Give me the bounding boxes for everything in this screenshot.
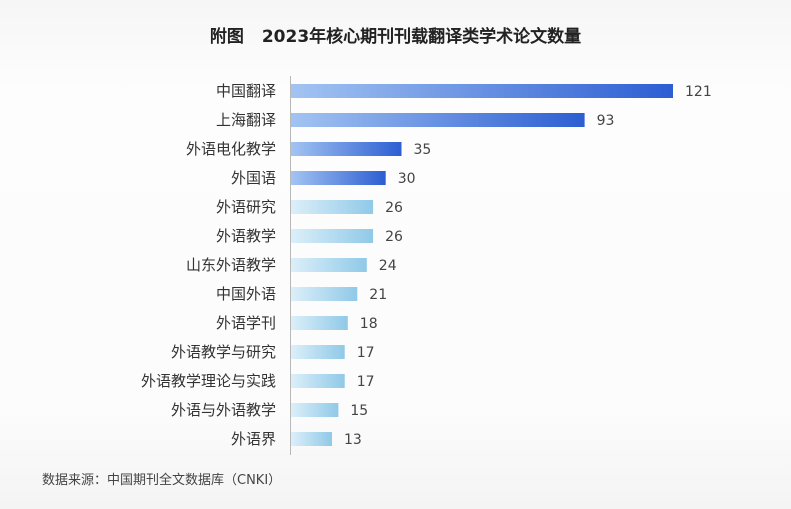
bar (291, 345, 345, 359)
bar (291, 200, 374, 214)
bar (291, 258, 367, 272)
category-label: 外语与外语教学 (171, 401, 276, 419)
category-label: 外语研究 (216, 198, 276, 216)
value-label: 24 (379, 258, 397, 274)
bar (291, 229, 374, 243)
category-label: 中国翻译 (216, 82, 276, 100)
category-label: 山东外语教学 (186, 256, 276, 274)
category-label: 外语教学 (216, 227, 276, 245)
value-label: 121 (685, 84, 712, 100)
bar-row: 外语与外语教学 15 (171, 401, 368, 419)
bar (291, 287, 358, 301)
value-label: 13 (344, 432, 362, 448)
category-label: 中国外语 (216, 285, 276, 303)
bar (291, 374, 345, 388)
bar (291, 403, 339, 417)
chart-title: 附图 2023年核心期刊刊载翻译类学术论文数量 (0, 22, 791, 47)
bar-row: 外语界 13 (231, 430, 362, 448)
value-label: 17 (357, 374, 375, 390)
value-label: 21 (369, 287, 387, 303)
category-label: 外语学刊 (216, 314, 276, 332)
value-label: 35 (414, 142, 432, 158)
category-label: 外语教学理论与实践 (141, 372, 276, 390)
bar (291, 432, 332, 446)
bar-row: 外语教学理论与实践 17 (141, 372, 375, 390)
bar-row: 外国语 30 (231, 169, 416, 187)
bar-row: 外语电化教学 35 (186, 140, 431, 158)
bar-row: 外语研究 26 (216, 198, 403, 216)
value-label: 17 (357, 345, 375, 361)
bar (291, 142, 402, 156)
bar (291, 171, 386, 185)
value-label: 26 (385, 229, 403, 245)
value-label: 26 (385, 200, 403, 216)
bar-row: 上海翻译 93 (216, 111, 614, 129)
chart-title-prefix: 附图 (209, 27, 244, 47)
value-label: 93 (597, 113, 615, 129)
value-label: 15 (350, 403, 368, 419)
category-label: 外语电化教学 (186, 140, 276, 158)
bar-row: 中国翻译 121 (216, 82, 712, 100)
category-label: 外语界 (231, 430, 276, 448)
category-label: 外语教学与研究 (171, 343, 276, 361)
value-label: 18 (360, 316, 378, 332)
bar (291, 113, 585, 127)
category-label: 外国语 (231, 169, 276, 187)
value-label: 30 (398, 171, 416, 187)
category-label: 上海翻译 (216, 111, 276, 129)
bar-row: 中国外语 21 (216, 285, 387, 303)
bar-row: 外语教学 26 (216, 227, 403, 245)
bar (291, 84, 673, 98)
bar-row: 外语学刊 18 (216, 314, 378, 332)
bar (291, 316, 348, 330)
bar-row: 外语教学与研究 17 (171, 343, 375, 361)
bar-row: 山东外语教学 24 (186, 256, 397, 274)
chart-title-text: 2023年核心期刊刊载翻译类学术论文数量 (261, 27, 582, 47)
source-note: 数据来源：中国期刊全文数据库（CNKI） (42, 473, 282, 488)
